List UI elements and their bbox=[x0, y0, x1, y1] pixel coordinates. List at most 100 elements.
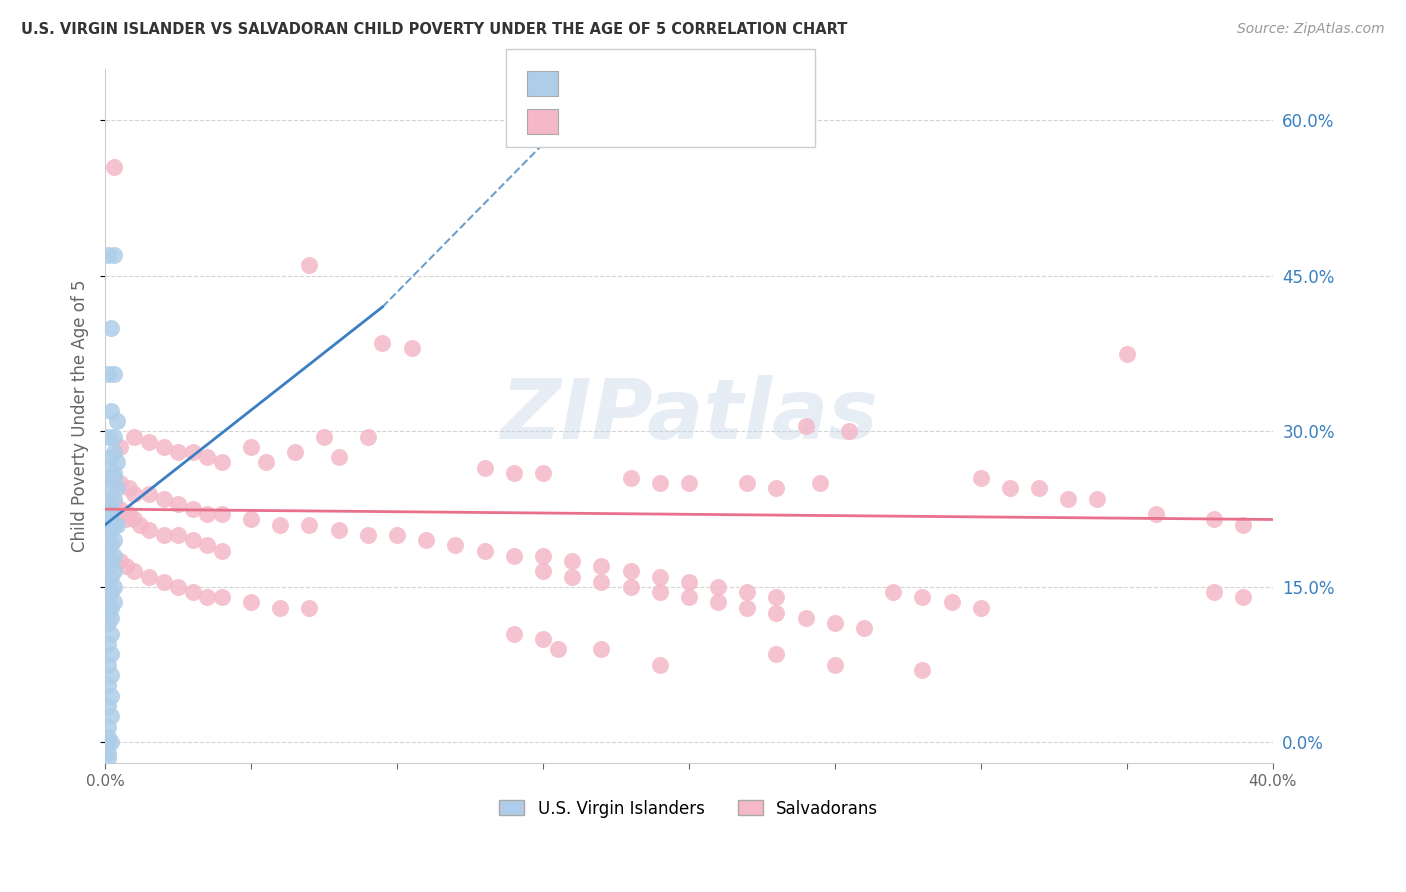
Point bbox=[1144, 508, 1167, 522]
Point bbox=[181, 533, 204, 548]
Point bbox=[138, 569, 160, 583]
Point bbox=[103, 466, 125, 480]
Point bbox=[108, 554, 131, 568]
Point bbox=[103, 497, 125, 511]
Point bbox=[103, 549, 125, 563]
Y-axis label: Child Poverty Under the Age of 5: Child Poverty Under the Age of 5 bbox=[72, 279, 89, 552]
Point bbox=[97, 678, 120, 692]
Point bbox=[103, 580, 125, 594]
Point bbox=[103, 491, 125, 506]
Point bbox=[824, 657, 846, 672]
Point bbox=[547, 642, 569, 657]
Point bbox=[100, 626, 122, 640]
Point bbox=[100, 647, 122, 661]
Point bbox=[103, 517, 125, 532]
Point bbox=[648, 476, 671, 491]
Point bbox=[619, 471, 641, 485]
Point bbox=[531, 565, 554, 579]
Point bbox=[111, 508, 134, 522]
Point bbox=[167, 497, 190, 511]
Text: R =: R = bbox=[567, 109, 603, 127]
Point bbox=[240, 440, 263, 454]
Point bbox=[269, 517, 291, 532]
Point bbox=[103, 595, 125, 609]
Point bbox=[385, 528, 408, 542]
Point bbox=[531, 549, 554, 563]
Point bbox=[561, 569, 583, 583]
Point bbox=[105, 414, 128, 428]
Point bbox=[138, 434, 160, 449]
Point bbox=[100, 403, 122, 417]
Point bbox=[97, 491, 120, 506]
Point bbox=[100, 611, 122, 625]
Point bbox=[328, 450, 350, 465]
Point bbox=[100, 320, 122, 334]
Point bbox=[502, 626, 524, 640]
Point bbox=[103, 160, 125, 174]
Point bbox=[97, 559, 120, 574]
Point bbox=[735, 600, 758, 615]
Point bbox=[100, 689, 122, 703]
Point bbox=[181, 502, 204, 516]
Point bbox=[415, 533, 437, 548]
Point bbox=[100, 709, 122, 723]
Point bbox=[100, 554, 122, 568]
Text: 61: 61 bbox=[714, 70, 737, 87]
Point bbox=[124, 486, 146, 500]
Point bbox=[108, 502, 131, 516]
Point bbox=[240, 595, 263, 609]
Point bbox=[502, 466, 524, 480]
Point bbox=[124, 565, 146, 579]
Point bbox=[195, 538, 218, 552]
Point bbox=[97, 730, 120, 744]
Point bbox=[97, 746, 120, 760]
Point bbox=[105, 482, 128, 496]
Text: N =: N = bbox=[668, 70, 716, 87]
Point bbox=[852, 621, 875, 635]
Point bbox=[1232, 591, 1254, 605]
Point bbox=[103, 248, 125, 262]
Text: 0.336: 0.336 bbox=[609, 70, 661, 87]
Point bbox=[100, 508, 122, 522]
Point bbox=[195, 591, 218, 605]
Point bbox=[167, 528, 190, 542]
Point bbox=[97, 751, 120, 765]
Point bbox=[97, 248, 120, 262]
Point bbox=[911, 663, 934, 677]
Point bbox=[103, 533, 125, 548]
Point bbox=[100, 585, 122, 599]
Point bbox=[1115, 346, 1137, 360]
Legend: U.S. Virgin Islanders, Salvadorans: U.S. Virgin Islanders, Salvadorans bbox=[492, 793, 884, 824]
Point bbox=[838, 425, 860, 439]
Text: 122: 122 bbox=[714, 109, 749, 127]
Text: ZIPatlas: ZIPatlas bbox=[501, 376, 877, 457]
Point bbox=[941, 595, 963, 609]
Point bbox=[444, 538, 467, 552]
Point bbox=[648, 585, 671, 599]
Point bbox=[474, 543, 496, 558]
Point bbox=[97, 637, 120, 651]
Point bbox=[765, 482, 787, 496]
Point bbox=[794, 419, 817, 434]
Point bbox=[707, 595, 730, 609]
Point bbox=[824, 616, 846, 631]
Point bbox=[152, 440, 174, 454]
Text: -0.025: -0.025 bbox=[609, 109, 668, 127]
Point bbox=[678, 476, 700, 491]
Point bbox=[211, 543, 233, 558]
Point bbox=[103, 368, 125, 382]
Point bbox=[181, 585, 204, 599]
Point bbox=[108, 476, 131, 491]
Point bbox=[678, 591, 700, 605]
Point bbox=[97, 699, 120, 714]
Point bbox=[970, 600, 993, 615]
Point bbox=[298, 259, 321, 273]
Point bbox=[591, 642, 613, 657]
Point bbox=[117, 508, 139, 522]
Point bbox=[765, 606, 787, 620]
Text: Source: ZipAtlas.com: Source: ZipAtlas.com bbox=[1237, 22, 1385, 37]
Point bbox=[591, 559, 613, 574]
Point bbox=[1232, 517, 1254, 532]
Point bbox=[105, 517, 128, 532]
Point bbox=[129, 517, 152, 532]
